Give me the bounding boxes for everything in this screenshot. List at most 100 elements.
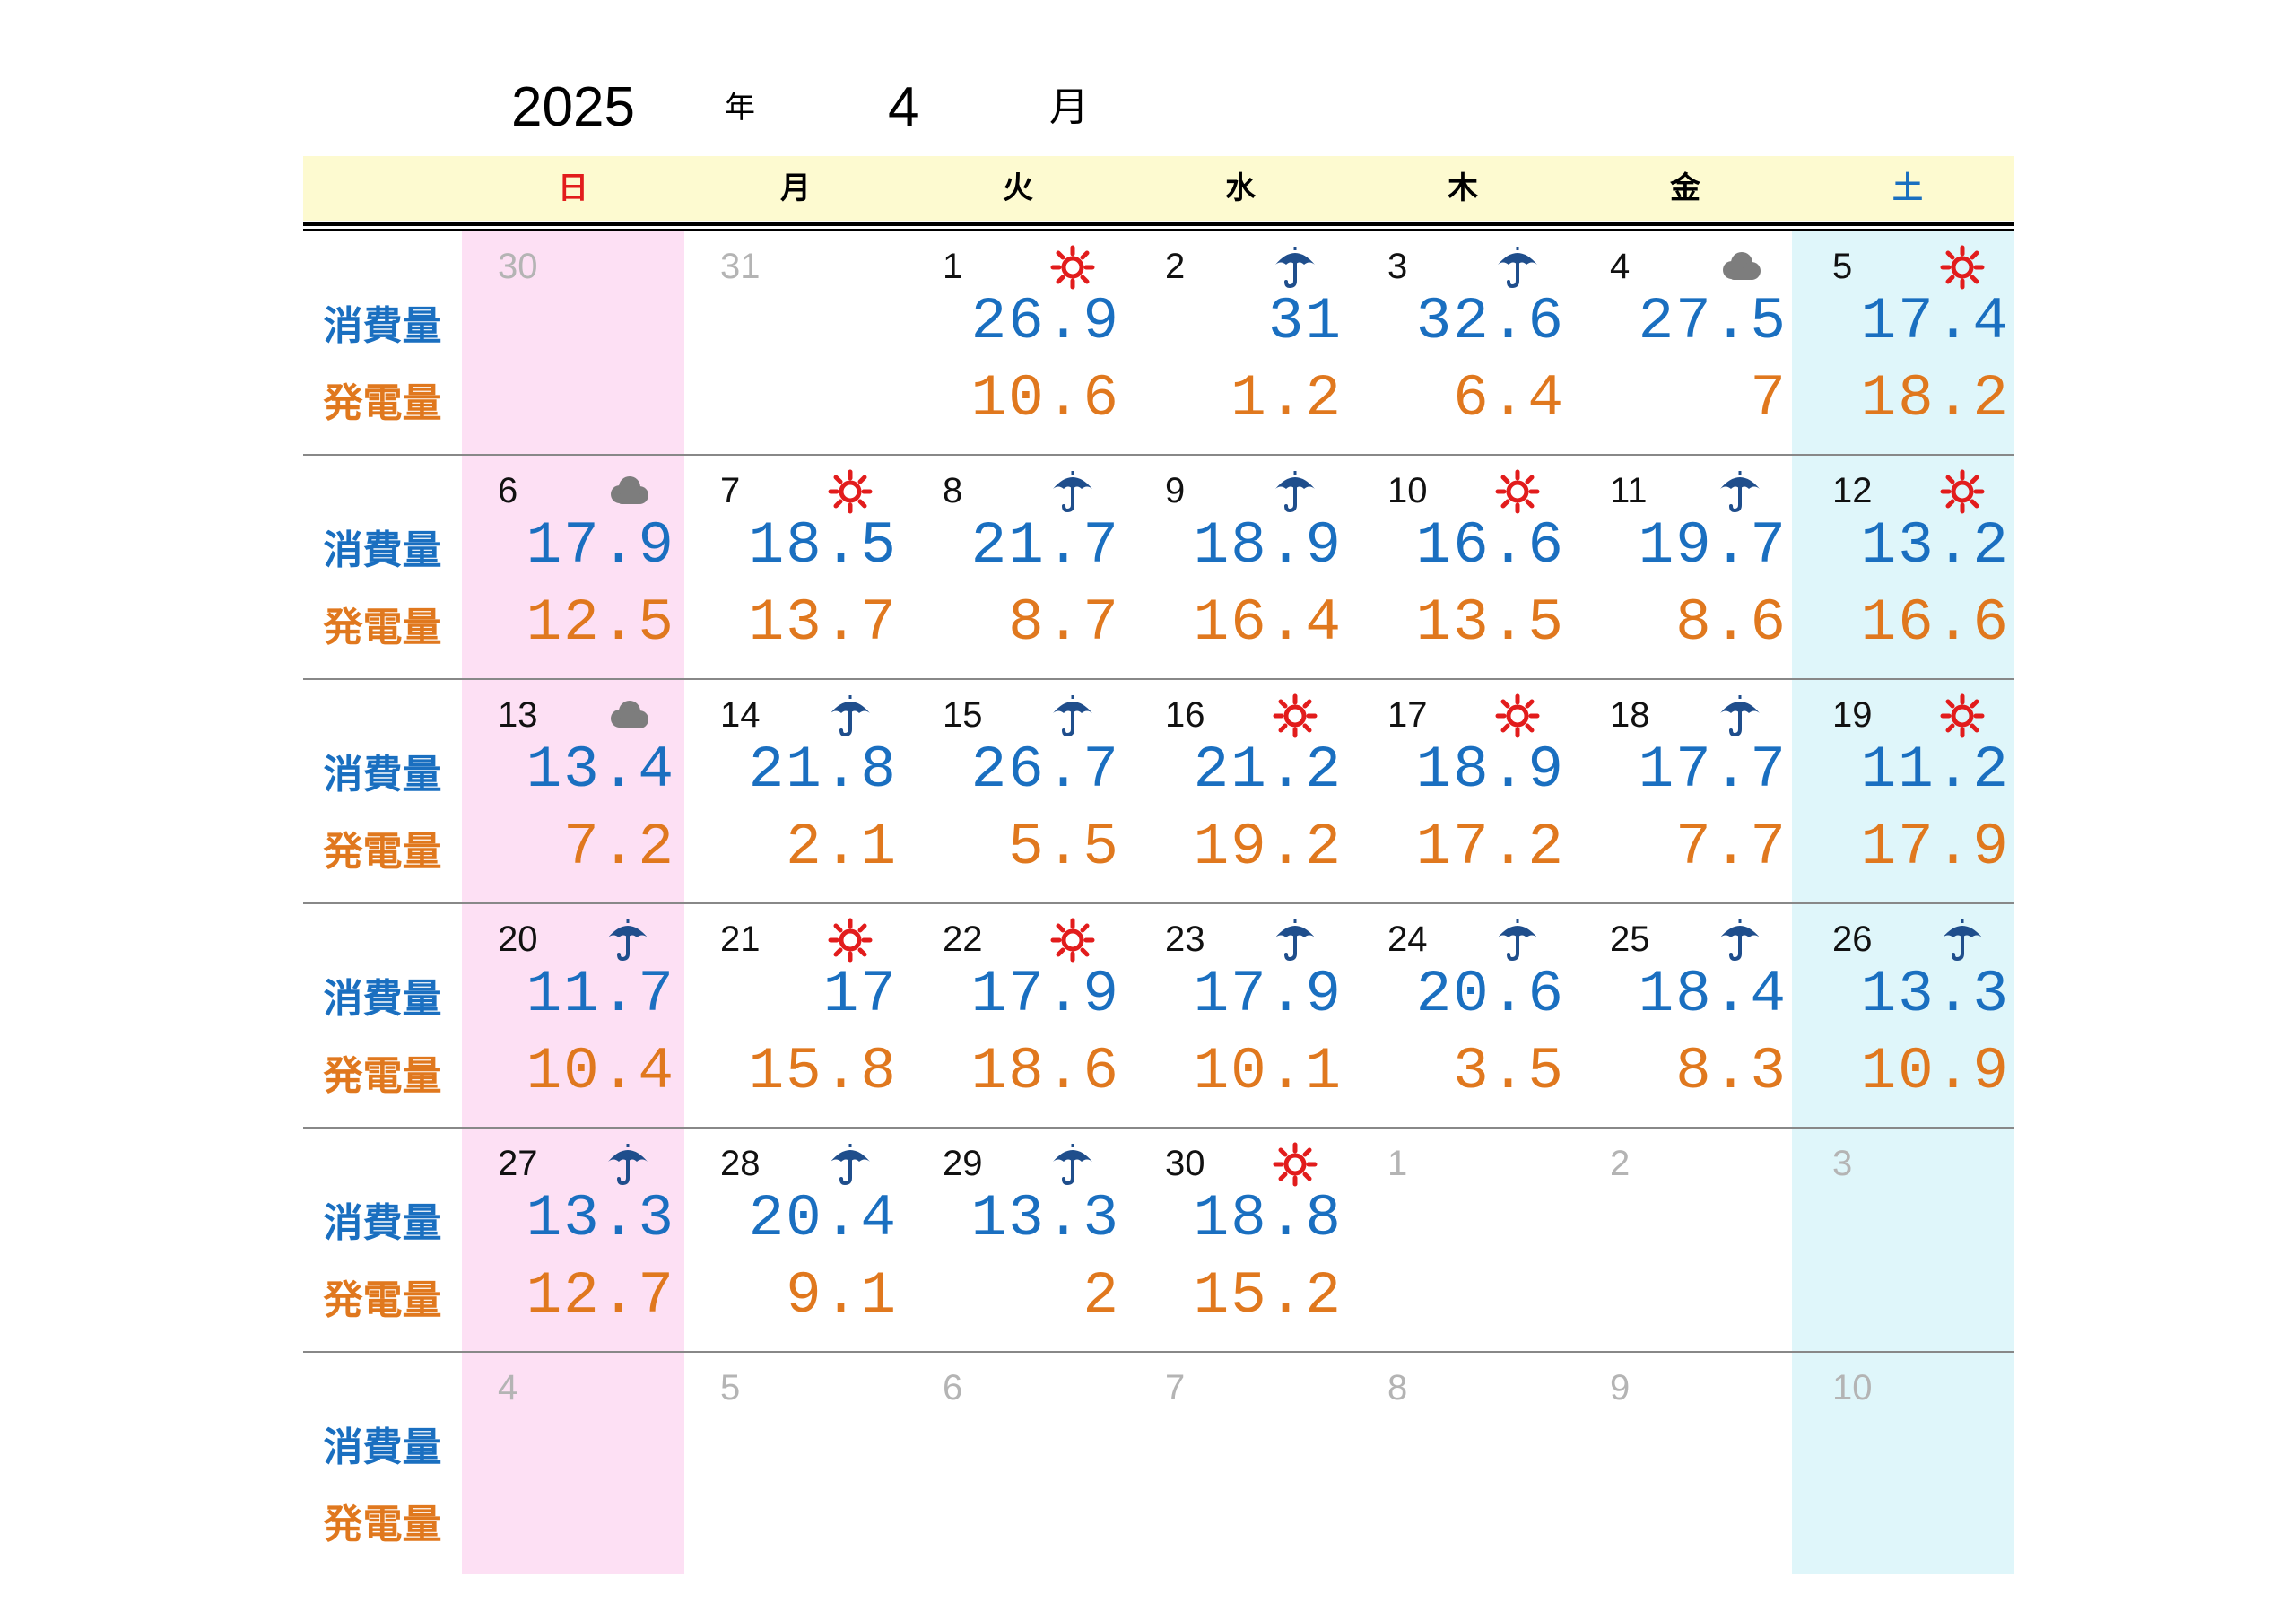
sun-icon	[1940, 469, 1985, 514]
day-cell: 21 17 15.8	[684, 903, 907, 1128]
day-number: 18	[1610, 695, 1650, 735]
day-number: 7	[1165, 1368, 1186, 1407]
day-number: 31	[720, 247, 761, 286]
umbrella-icon	[1718, 469, 1762, 514]
day-cell: 14 21.8 2.1	[684, 679, 907, 903]
day-cell: 8 21.7 8.7	[907, 455, 1129, 679]
day-number: 30	[1165, 1144, 1205, 1183]
day-number: 24	[1387, 919, 1428, 959]
generation-value: 18.2	[1860, 365, 2010, 432]
day-number: 25	[1610, 919, 1650, 959]
umbrella-icon	[828, 693, 873, 738]
day-number: 15	[943, 695, 983, 735]
day-number: 6	[943, 1368, 963, 1407]
day-cell: 29 13.3 2	[907, 1128, 1129, 1352]
generation-value: 16.4	[1193, 589, 1343, 657]
generation-value: 18.6	[970, 1038, 1120, 1105]
day-number: 17	[1387, 695, 1428, 735]
day-cell: 24 20.6 3.5	[1352, 903, 1574, 1128]
day-cell: 3 32.6 6.4	[1352, 231, 1574, 455]
day-number: 30	[498, 247, 538, 286]
day-cell: 7	[1129, 1352, 1352, 1576]
day-cell: 17 18.9 17.2	[1352, 679, 1574, 903]
generation-value: 17.9	[1860, 814, 2010, 881]
umbrella-icon	[1495, 918, 1540, 963]
weekday-1: 月	[780, 171, 811, 205]
day-number: 2	[1165, 247, 1186, 286]
consumption-value: 27.5	[1638, 288, 1787, 355]
month-value: 4	[888, 76, 919, 138]
consumption-value: 13.3	[526, 1185, 675, 1252]
day-cell: 27 13.3 12.7	[462, 1128, 684, 1352]
umbrella-icon	[1050, 693, 1095, 738]
day-cell: 30 18.8 15.2	[1129, 1128, 1352, 1352]
day-cell: 5	[684, 1352, 907, 1576]
consumption-value: 13.3	[970, 1185, 1120, 1252]
day-number: 13	[498, 695, 538, 735]
row-label-generation: 発電量	[323, 606, 442, 649]
umbrella-icon	[605, 918, 650, 963]
sun-icon	[1940, 693, 1985, 738]
day-cell: 13 13.4 7.2	[462, 679, 684, 903]
day-number: 4	[498, 1368, 518, 1407]
day-cell: 30	[462, 231, 684, 455]
sun-icon	[828, 469, 873, 514]
generation-value: 5.5	[1008, 814, 1120, 881]
consumption-value: 26.9	[970, 288, 1120, 355]
header-divider	[303, 229, 2014, 231]
umbrella-icon	[1273, 469, 1318, 514]
row-label-generation: 発電量	[323, 830, 442, 874]
weekday-5: 金	[1670, 171, 1700, 205]
day-number: 1	[943, 247, 963, 286]
weekday-4: 木	[1448, 171, 1478, 205]
day-cell: 12 13.2 16.6	[1796, 455, 2019, 679]
generation-value: 10.9	[1860, 1038, 2010, 1105]
umbrella-icon	[1273, 245, 1318, 290]
day-number: 8	[943, 471, 963, 510]
row-label-consumption: 消費量	[323, 753, 442, 797]
day-number: 11	[1610, 471, 1648, 510]
day-number: 9	[1610, 1368, 1631, 1407]
day-number: 22	[943, 919, 983, 959]
generation-value: 10.6	[970, 365, 1120, 432]
consumption-value: 13.2	[1860, 512, 2010, 580]
sun-icon	[1050, 245, 1095, 290]
sun-icon	[828, 918, 873, 963]
consumption-value: 21.2	[1193, 736, 1343, 804]
day-number: 20	[498, 919, 538, 959]
generation-value: 17.2	[1415, 814, 1565, 881]
day-cell: 1 26.9 10.6	[907, 231, 1129, 455]
generation-value: 2	[1083, 1262, 1120, 1329]
generation-value: 10.4	[526, 1038, 675, 1105]
umbrella-icon	[1718, 693, 1762, 738]
day-cell: 10 16.6 13.5	[1352, 455, 1574, 679]
umbrella-icon	[1050, 1142, 1095, 1187]
generation-value: 12.5	[526, 589, 675, 657]
consumption-value: 21.8	[748, 736, 898, 804]
consumption-value: 13.4	[526, 736, 675, 804]
day-cell: 8	[1352, 1352, 1574, 1576]
day-cell: 22 17.9 18.6	[907, 903, 1129, 1128]
day-cell: 26 13.3 10.9	[1796, 903, 2019, 1128]
row-label-generation: 発電量	[323, 1278, 442, 1322]
generation-value: 2.1	[786, 814, 898, 881]
weekday-header: 日月火水木金土	[303, 156, 2014, 221]
generation-value: 8.7	[1008, 589, 1120, 657]
consumption-value: 17.7	[1638, 736, 1787, 804]
generation-value: 15.8	[748, 1038, 898, 1105]
umbrella-icon	[1273, 918, 1318, 963]
day-cell: 20 11.7 10.4	[462, 903, 684, 1128]
day-cell: 31	[684, 231, 907, 455]
day-cell: 19 11.2 17.9	[1796, 679, 2019, 903]
consumption-value: 11.7	[526, 961, 675, 1028]
row-label-consumption: 消費量	[323, 304, 442, 348]
row-label-generation: 発電量	[323, 1503, 442, 1547]
day-number: 1	[1387, 1144, 1408, 1183]
day-cell: 2	[1574, 1128, 1796, 1352]
day-number: 27	[498, 1144, 538, 1183]
day-number: 5	[720, 1368, 741, 1407]
day-cell: 9 18.9 16.4	[1129, 455, 1352, 679]
generation-value: 10.1	[1193, 1038, 1343, 1105]
day-cell: 25 18.4 8.3	[1574, 903, 1796, 1128]
consumption-value: 26.7	[970, 736, 1120, 804]
